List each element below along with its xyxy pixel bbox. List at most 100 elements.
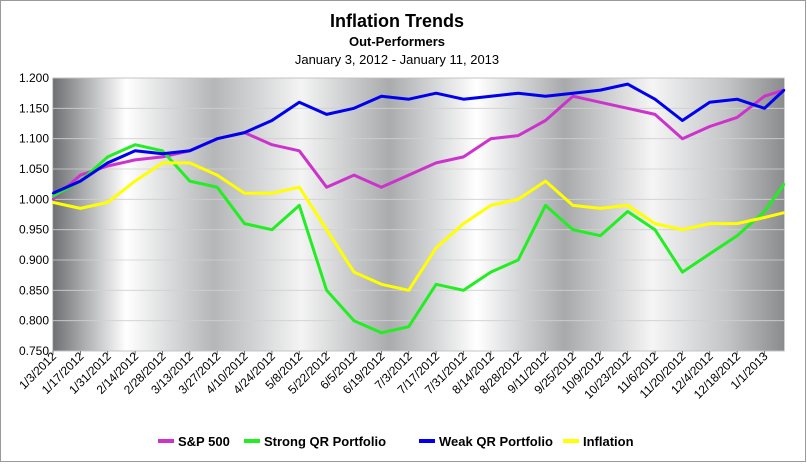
data-point — [571, 228, 575, 231]
data-point — [51, 195, 55, 198]
data-point — [571, 204, 575, 207]
data-point — [215, 186, 219, 189]
data-point — [708, 222, 711, 225]
data-point — [106, 164, 109, 168]
y-tick-label: 0.950 — [19, 223, 49, 237]
data-point — [489, 270, 493, 274]
data-point — [106, 155, 109, 159]
plot-area — [52, 77, 785, 352]
data-point — [352, 270, 356, 274]
data-point — [489, 137, 493, 140]
data-point — [161, 161, 164, 165]
data-point — [782, 88, 786, 92]
data-point — [243, 222, 246, 225]
data-point — [462, 155, 465, 159]
data-point — [325, 186, 328, 189]
data-point — [380, 186, 383, 189]
gridlines — [53, 77, 784, 352]
data-point — [298, 186, 301, 189]
data-point — [544, 119, 547, 122]
y-tick-label: 0.900 — [19, 253, 49, 267]
data-point — [106, 201, 109, 204]
data-point — [188, 179, 192, 183]
series-line-2 — [52, 82, 786, 195]
data-point — [380, 95, 383, 98]
data-point — [599, 101, 602, 104]
data-point — [325, 289, 328, 292]
y-tick-label: 0.750 — [19, 344, 49, 358]
data-point — [270, 228, 274, 231]
data-point — [681, 270, 684, 274]
series-lines — [51, 82, 786, 335]
data-point — [544, 179, 547, 183]
data-point — [681, 228, 684, 231]
data-point — [516, 198, 520, 201]
data-point — [106, 161, 109, 165]
data-point — [434, 91, 438, 95]
y-tick-label: 0.850 — [19, 283, 49, 297]
data-point — [516, 91, 520, 95]
data-point — [352, 173, 356, 177]
data-point — [243, 192, 246, 195]
data-point — [462, 289, 465, 292]
y-axis-tick-labels: 0.750 0.800 0.850 0.900 0.950 1.000 1.050 1.100… — [19, 71, 49, 358]
legend-label: Weak QR Portfolio — [439, 434, 553, 449]
data-point — [544, 95, 547, 98]
data-point — [681, 137, 684, 140]
data-point — [133, 158, 137, 162]
data-point — [571, 91, 575, 95]
data-point — [51, 192, 55, 195]
series-line-3 — [52, 161, 785, 292]
data-point — [626, 82, 629, 86]
chart-date-range: January 3, 2012 - January 11, 2013 — [295, 52, 499, 67]
y-tick-label: 1.150 — [19, 101, 49, 115]
data-point — [735, 222, 739, 225]
data-point — [653, 113, 657, 116]
data-point — [188, 149, 192, 152]
data-point — [708, 101, 711, 104]
data-point — [270, 192, 274, 195]
data-point — [215, 137, 219, 140]
series-line-1 — [52, 143, 786, 335]
data-point — [653, 98, 657, 101]
data-point — [708, 252, 711, 256]
data-point — [763, 216, 766, 219]
series-line-0 — [52, 88, 785, 201]
data-point — [434, 161, 438, 165]
data-point — [599, 88, 602, 92]
chart-title: Inflation Trends — [330, 11, 464, 31]
data-point — [735, 98, 739, 101]
y-tick-label: 0.800 — [19, 314, 49, 328]
data-point — [735, 234, 739, 237]
data-point — [298, 204, 301, 207]
data-point — [188, 161, 192, 165]
data-point — [325, 228, 328, 231]
data-point — [161, 149, 164, 152]
data-point — [325, 113, 328, 116]
data-point — [626, 210, 629, 213]
data-point — [782, 211, 786, 214]
data-point — [599, 234, 602, 237]
data-point — [599, 207, 602, 210]
data-point — [298, 149, 301, 152]
data-point — [133, 149, 137, 152]
data-point — [434, 283, 438, 286]
y-tick-label: 1.000 — [19, 192, 49, 206]
data-point — [626, 204, 629, 207]
data-point — [407, 173, 410, 177]
data-point — [161, 152, 164, 156]
data-point — [161, 155, 164, 159]
data-point — [544, 204, 547, 207]
data-point — [653, 228, 657, 231]
data-point — [51, 201, 55, 204]
data-point — [215, 173, 219, 177]
data-point — [79, 207, 82, 210]
y-tick-label: 1.200 — [19, 71, 49, 85]
chart-subtitle: Out-Performers — [349, 34, 445, 49]
data-point — [571, 95, 575, 98]
data-point — [298, 101, 301, 104]
data-point — [380, 283, 383, 286]
data-point — [407, 325, 410, 328]
data-point — [270, 119, 274, 122]
